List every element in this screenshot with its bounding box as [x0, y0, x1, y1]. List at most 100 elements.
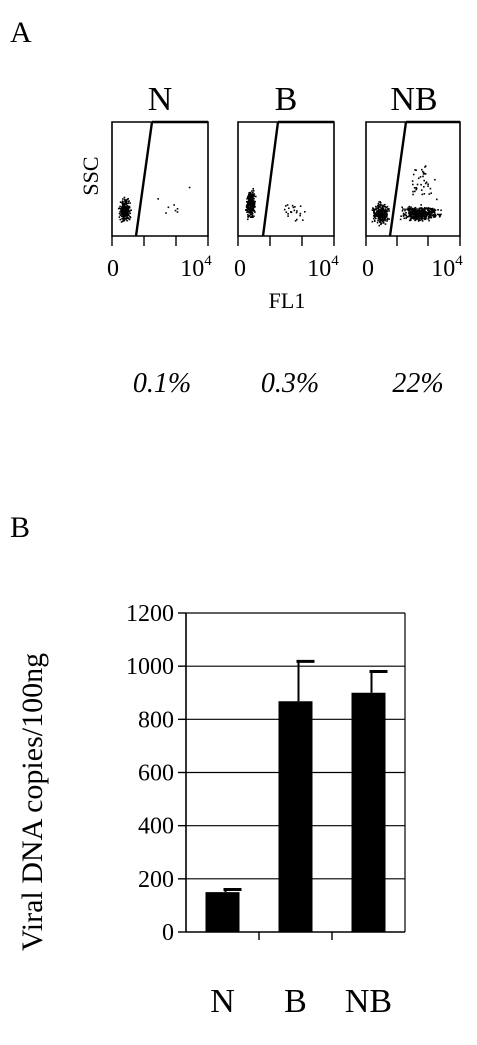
event-dot	[384, 203, 386, 206]
event-dot	[430, 216, 432, 219]
event-dot	[125, 206, 128, 208]
event-dot	[424, 214, 427, 217]
event-dot	[410, 206, 412, 208]
event-dot	[424, 173, 427, 175]
event-dot	[119, 218, 122, 221]
event-dot	[176, 208, 179, 210]
event-dot	[383, 213, 386, 216]
event-dot	[253, 197, 255, 200]
event-dot	[417, 213, 419, 216]
event-dot	[384, 213, 387, 216]
event-dot	[386, 212, 388, 214]
event-dot	[435, 214, 437, 217]
event-dot	[292, 206, 295, 209]
event-dot	[249, 212, 252, 215]
event-dot	[384, 223, 387, 225]
event-dot	[379, 201, 381, 203]
event-dot	[373, 209, 376, 211]
event-dot	[427, 209, 429, 212]
event-dot	[417, 211, 420, 213]
event-dot	[247, 218, 249, 221]
event-dot	[430, 192, 432, 194]
event-dot	[384, 206, 387, 208]
event-dot	[420, 217, 422, 220]
event-dot	[251, 214, 254, 217]
event-dot	[246, 211, 248, 214]
flow-plot-title-n: N	[148, 81, 173, 118]
event-dot	[430, 211, 433, 213]
event-dot	[419, 211, 421, 213]
event-dot	[412, 190, 414, 193]
event-dot	[388, 218, 390, 220]
event-dot	[283, 208, 286, 211]
event-dot	[428, 193, 431, 195]
event-dot	[412, 173, 415, 176]
event-dot	[119, 205, 121, 208]
bar-b	[278, 701, 313, 932]
event-dot	[423, 211, 425, 214]
y-tick-label: 1200	[126, 601, 174, 627]
event-dot	[417, 177, 420, 180]
event-dot	[373, 212, 375, 215]
event-dot	[407, 210, 410, 212]
event-dot	[436, 213, 439, 216]
event-dot	[409, 215, 412, 218]
event-dot	[127, 200, 130, 203]
event-dot	[401, 206, 403, 209]
event-dot	[285, 205, 287, 207]
event-dot	[388, 210, 390, 212]
flow-gate	[388, 120, 460, 237]
y-tick-label: 1000	[126, 654, 174, 680]
event-dot	[372, 217, 375, 220]
event-dot	[253, 201, 256, 203]
flow-plot-n	[111, 120, 209, 246]
event-dot	[424, 165, 427, 167]
event-dot	[247, 214, 249, 216]
event-dot	[429, 214, 432, 216]
event-dot	[255, 195, 257, 198]
event-dot	[433, 211, 436, 213]
event-dot	[173, 204, 175, 206]
panel-a-label: A	[10, 16, 32, 49]
event-dot	[129, 202, 131, 204]
event-dot	[415, 217, 417, 219]
event-dot	[121, 213, 124, 215]
event-dot	[434, 178, 436, 181]
event-dot	[125, 205, 127, 208]
event-dot	[415, 218, 417, 221]
event-dot	[405, 217, 407, 220]
event-dot	[251, 205, 253, 207]
event-dot	[430, 213, 432, 215]
event-dot	[378, 211, 381, 214]
event-dot	[247, 195, 249, 198]
event-dot	[127, 213, 130, 215]
percent-nb: 22%	[392, 368, 443, 399]
y-tick-label: 800	[138, 707, 174, 733]
event-dot	[427, 183, 429, 185]
event-dot	[382, 220, 385, 222]
event-dot	[412, 210, 414, 212]
event-dot	[121, 215, 123, 217]
event-dot	[118, 207, 121, 210]
event-dot	[414, 169, 416, 171]
event-dot	[412, 211, 415, 214]
event-dot	[376, 221, 379, 224]
event-dot	[427, 213, 429, 216]
event-dot	[246, 206, 249, 209]
event-dot	[375, 208, 377, 210]
event-dot	[383, 210, 385, 212]
event-dot	[385, 209, 388, 212]
flow-event-dots	[371, 165, 442, 227]
event-dot	[378, 203, 380, 206]
event-dot	[434, 209, 437, 211]
event-dot	[379, 219, 381, 221]
event-dot	[128, 205, 131, 208]
event-dot	[436, 198, 438, 201]
event-dot	[382, 222, 384, 224]
event-dot	[247, 201, 249, 203]
event-dot	[421, 207, 423, 209]
event-dot	[402, 215, 405, 217]
event-dot	[426, 212, 429, 214]
event-dot	[374, 215, 377, 217]
event-dot	[250, 213, 252, 216]
